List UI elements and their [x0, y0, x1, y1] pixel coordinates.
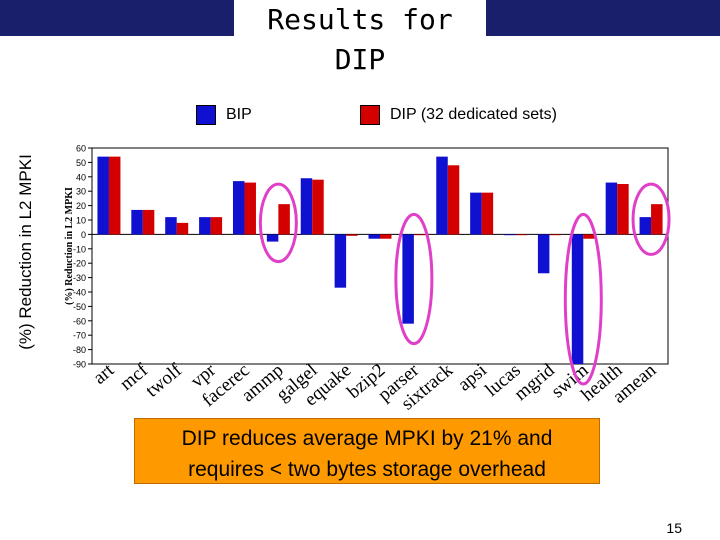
bar-dip-mcf	[142, 209, 155, 235]
y-tick-label: -40	[73, 288, 86, 298]
bar-bip-twolf	[165, 217, 177, 235]
bar-bip-bzip2	[368, 234, 380, 239]
bar-bip-mgrid	[537, 234, 550, 274]
bar-bip-lucas	[504, 234, 516, 236]
bar-bip-vpr	[199, 217, 211, 235]
bar-dip-mgrid	[549, 234, 561, 236]
bar-dip-parser	[413, 234, 426, 236]
page-title: Results for DIP	[267, 3, 453, 76]
inner-y-axis-label: (%) Reduction in L2 MPKI	[64, 187, 75, 305]
legend-label-bip: BIP	[226, 106, 252, 123]
highlight-ellipse-amean	[631, 182, 671, 256]
callout-box: DIP reduces average MPKI by 21% and requ…	[134, 418, 600, 484]
y-tick-label: 20	[76, 201, 86, 211]
bar-dip-facerec	[244, 182, 256, 235]
bar-bip-facerec	[232, 181, 245, 235]
y-tick-label: -70	[73, 331, 86, 341]
callout-line-1: DIP reduces average MPKI by 21% and	[181, 427, 553, 450]
page-number: 15	[666, 520, 682, 536]
bar-dip-swim	[583, 234, 595, 239]
y-tick-label: -90	[73, 360, 86, 370]
y-tick-label: -10	[73, 244, 86, 254]
y-tick-label: -30	[73, 273, 86, 283]
highlight-ellipse-swim	[563, 212, 603, 386]
legend-item-dip: DIP (32 dedicated sets)	[360, 104, 557, 126]
legend-item-bip: BIP	[196, 104, 252, 126]
bar-dip-apsi	[481, 192, 494, 235]
y-tick-label: 40	[76, 172, 86, 182]
bar-bip-mcf	[131, 209, 143, 235]
highlight-ellipse-ammp	[258, 182, 298, 264]
bar-bip-equake	[334, 234, 347, 288]
bar-dip-equake	[346, 234, 358, 236]
bar-bip-swim	[571, 234, 584, 364]
y-tick-label: -80	[73, 345, 86, 355]
y-tick-label: 10	[76, 216, 86, 226]
callout-line-2: requires < two bytes storage overhead	[188, 458, 546, 481]
bar-bip-apsi	[470, 192, 482, 235]
y-tick-label: 30	[76, 187, 86, 197]
bar-dip-health	[617, 184, 629, 235]
y-tick-label: -20	[73, 259, 86, 269]
bar-chart: (%) Reduction in L2 MPKI 60 50 40 30 20 10 0 -10…	[64, 144, 671, 414]
bar-bip-health	[605, 182, 618, 235]
bar-dip-galgel	[312, 179, 324, 235]
bar-bip-galgel	[300, 178, 313, 235]
y-tick-label: -50	[73, 302, 86, 312]
bar-dip-art	[108, 156, 121, 235]
y-tick-label: 50	[76, 158, 86, 168]
bar-dip-twolf	[176, 222, 189, 235]
bar-bip-amean	[639, 217, 652, 235]
bar-bip-art	[97, 156, 109, 235]
y-tick-label: 0	[81, 230, 86, 240]
y-tick-label: -60	[73, 316, 86, 326]
bar-bip-ammp	[266, 234, 279, 242]
bar-dip-bzip2	[380, 234, 392, 239]
legend-swatch-dip	[360, 105, 380, 125]
highlight-ellipse-parser	[394, 212, 434, 346]
bar-dip-amean	[651, 204, 663, 235]
bar-bip-sixtrack	[436, 156, 448, 235]
bar-dip-lucas	[515, 234, 528, 236]
legend-label-dip: DIP (32 dedicated sets)	[390, 106, 557, 123]
bar-dip-vpr	[210, 217, 223, 235]
title-tab: Results for DIP	[232, 0, 488, 76]
bar-bip-parser	[402, 234, 414, 324]
x-tick-label-twolf: twolf	[142, 359, 187, 401]
legend-swatch-bip	[196, 105, 216, 125]
bar-dip-sixtrack	[447, 165, 460, 235]
y-tick-label: 60	[76, 144, 86, 154]
bar-dip-ammp	[278, 204, 290, 235]
